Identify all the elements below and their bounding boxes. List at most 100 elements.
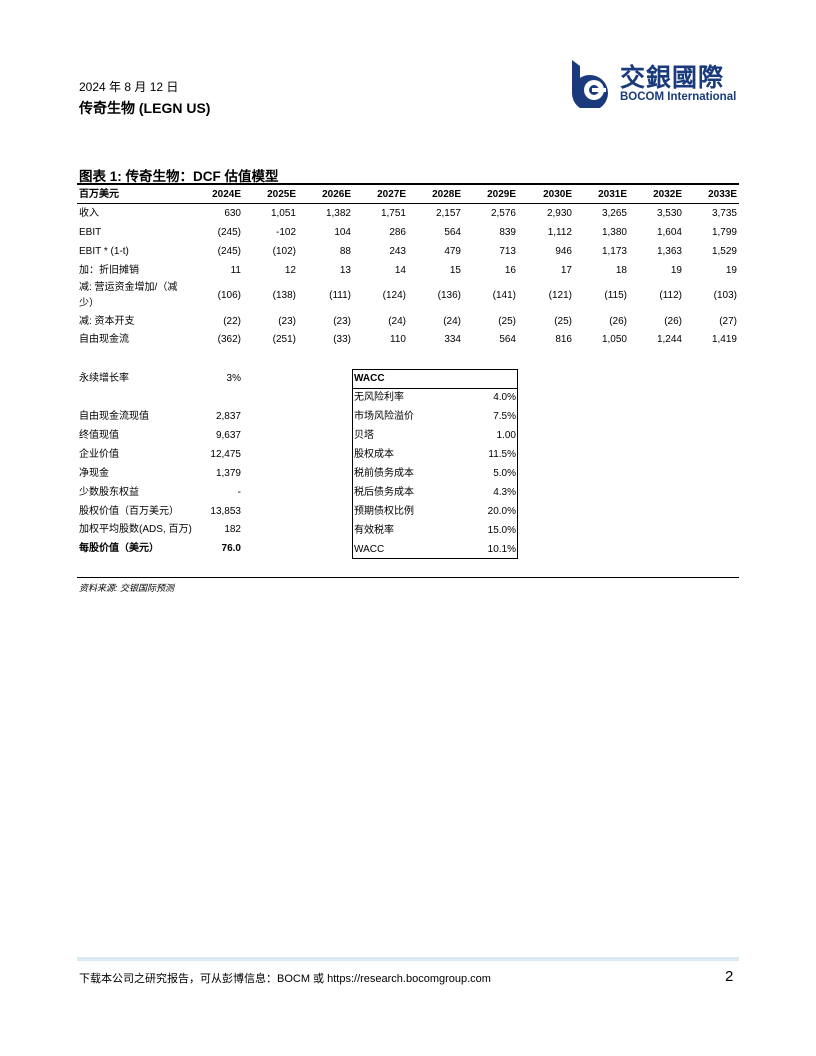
row-value: 3,265	[601, 208, 627, 219]
row-value: 19	[725, 265, 737, 276]
wacc-label: 无风险利率	[354, 392, 404, 403]
row-value: 1,604	[656, 227, 682, 238]
wacc-label: 有效税率	[354, 525, 394, 536]
source-rule	[77, 577, 739, 578]
row-value: 13	[339, 265, 351, 276]
year-header: 2025E	[267, 189, 296, 200]
row-value: (362)	[217, 334, 241, 345]
row-value: (136)	[437, 290, 461, 301]
logo-text-en: BOCOM International	[620, 91, 737, 103]
valuation-value: 9,637	[215, 430, 241, 441]
year-header: 2029E	[487, 189, 516, 200]
wacc-label: 市场风险溢价	[354, 411, 414, 422]
valuation-label: 自由现金流现值	[79, 411, 149, 422]
wacc-value: 7.5%	[493, 411, 516, 422]
row-value: (106)	[217, 290, 241, 301]
row-value: 839	[499, 227, 516, 238]
row-value: (103)	[713, 290, 737, 301]
wacc-value: 4.3%	[493, 487, 516, 498]
row-value: (111)	[329, 290, 351, 301]
bocom-logo-icon	[571, 60, 608, 111]
row-value: 1,173	[601, 246, 627, 257]
source-note: 资料来源: 交银国际预测	[79, 583, 175, 593]
year-header: 2032E	[653, 189, 682, 200]
row-value: -102	[275, 227, 296, 238]
wacc-label: 股权成本	[354, 449, 394, 460]
valuation-value: -	[237, 487, 241, 498]
valuation-value: 1,379	[215, 468, 241, 479]
report-date: 2024 年 8 月 12 日	[79, 80, 179, 94]
wacc-label: WACC	[354, 544, 385, 555]
row-label: 减: 资本开支	[79, 316, 135, 327]
unit-label: 百万美元	[79, 189, 119, 200]
row-value: (23)	[278, 316, 296, 327]
row-value: (124)	[382, 290, 406, 301]
row-value: 16	[504, 265, 516, 276]
wacc-label: 预期债权比例	[354, 506, 414, 517]
valuation-value: 2,837	[215, 411, 241, 422]
row-value: 2,157	[435, 208, 461, 219]
row-value: 334	[444, 334, 461, 345]
row-value: 14	[394, 265, 406, 276]
header-rule	[77, 203, 739, 204]
wacc-table	[352, 369, 518, 559]
figure-title: 图表 1: 传奇生物：DCF 估值模型	[79, 169, 279, 184]
row-value: 630	[224, 208, 241, 219]
valuation-value: 3%	[226, 373, 241, 384]
wacc-label: 税前债务成本	[354, 468, 414, 479]
row-value: (245)	[217, 246, 241, 257]
row-value: 286	[389, 227, 406, 238]
wacc-value: 5.0%	[493, 468, 516, 479]
wacc-value: 20.0%	[487, 506, 516, 517]
valuation-label: 永续增长率	[79, 373, 129, 384]
valuation-value: 182	[224, 524, 241, 535]
row-value: (26)	[664, 316, 682, 327]
logo-text-cn: 交銀國際	[620, 63, 725, 92]
valuation-label: 企业价值	[79, 449, 119, 460]
bocom-logo: 交銀國際 BOCOM International	[568, 58, 743, 111]
row-value: 713	[499, 246, 516, 257]
row-value: 564	[444, 227, 461, 238]
row-value: 243	[389, 246, 406, 257]
row-value: 1,419	[711, 334, 737, 345]
title-rule	[77, 183, 739, 185]
row-value: 1,380	[601, 227, 627, 238]
row-label: 减: 营运资金增加/（减	[79, 282, 178, 293]
year-header: 2028E	[432, 189, 461, 200]
row-value: 15	[449, 265, 461, 276]
row-label: 收入	[79, 208, 99, 219]
year-header: 2031E	[598, 189, 627, 200]
row-value: 19	[670, 265, 682, 276]
wacc-header-rule	[353, 388, 517, 389]
row-value: 946	[555, 246, 572, 257]
row-value: 11	[230, 265, 241, 276]
valuation-label: 加权平均股数(ADS, 百万)	[79, 524, 192, 535]
row-value: 3,735	[711, 208, 737, 219]
row-value: 2,576	[490, 208, 516, 219]
row-value: (23)	[333, 316, 351, 327]
valuation-label: 股权价值（百万美元）	[79, 506, 179, 517]
row-value: 88	[339, 246, 351, 257]
valuation-label: 净现金	[79, 468, 109, 479]
row-value: 1,529	[711, 246, 737, 257]
row-value: 479	[444, 246, 461, 257]
wacc-value: 10.1%	[487, 544, 516, 555]
row-label-cont: 少）	[79, 298, 99, 309]
row-value: 17	[560, 265, 572, 276]
row-value: 110	[390, 334, 406, 345]
row-value: 1,363	[656, 246, 682, 257]
company-title: 传奇生物 (LEGN US)	[79, 100, 211, 116]
row-value: (22)	[223, 316, 241, 327]
row-value: (138)	[272, 290, 296, 301]
row-value: (26)	[609, 316, 627, 327]
year-header: 2030E	[543, 189, 572, 200]
row-label: EBIT	[79, 227, 102, 238]
row-value: 1,799	[711, 227, 737, 238]
row-value: (27)	[719, 316, 737, 327]
row-value: 1,050	[601, 334, 627, 345]
row-value: 1,112	[547, 227, 572, 238]
row-value: 2,930	[546, 208, 572, 219]
footer-band	[77, 957, 739, 961]
row-value: 564	[499, 334, 516, 345]
